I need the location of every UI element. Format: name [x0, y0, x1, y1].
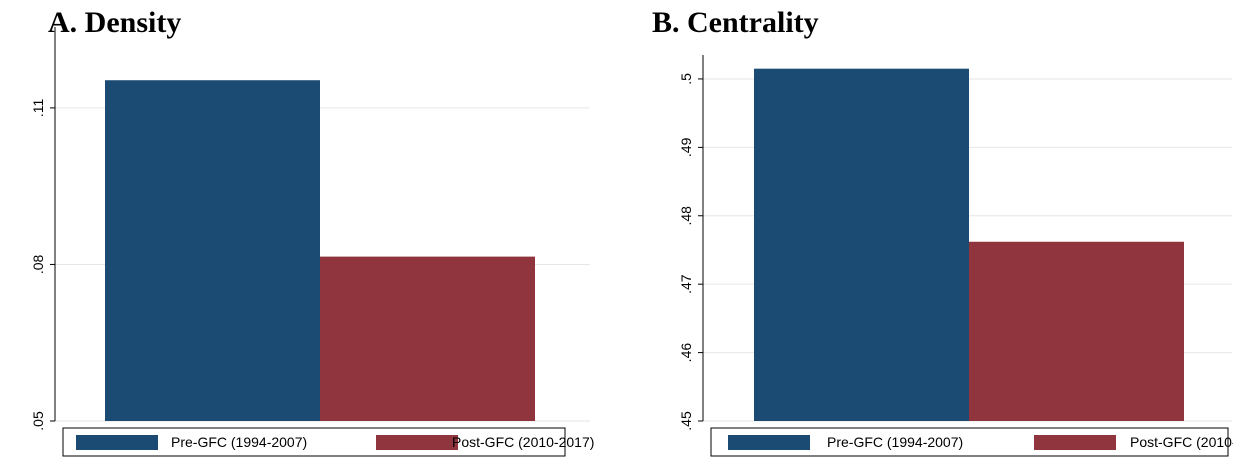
panel-b-title: B. Centrality — [652, 6, 819, 39]
y-tick-label-a-0: .05 — [30, 411, 46, 431]
legend-label-b-post: Post-GFC (2010-2017) — [1130, 434, 1233, 450]
legend-swatch-b-post — [1034, 435, 1116, 450]
y-tick-label-a-2: .11 — [30, 98, 46, 117]
legend-swatch-a-post — [376, 435, 458, 450]
y-tick-label-b-5: .5 — [678, 73, 694, 85]
y-tick-label-a-1: .08 — [30, 255, 46, 275]
legend-label-a-pre: Pre-GFC (1994-2007) — [171, 434, 307, 450]
panel-a-title: A. Density — [48, 6, 182, 39]
y-tick-label-b-4: .49 — [678, 137, 694, 157]
bar-a-post — [320, 256, 535, 421]
bar-b-post — [969, 241, 1184, 421]
y-tick-label-b-1: .46 — [678, 343, 694, 363]
y-tick-label-b-2: .47 — [678, 274, 694, 294]
legend-label-b-pre: Pre-GFC (1994-2007) — [827, 434, 963, 450]
y-tick-label-b-0: .45 — [678, 411, 694, 431]
legend-label-a-post: Post-GFC (2010-2017) — [452, 434, 594, 450]
bar-a-pre — [105, 80, 320, 422]
bar-b-pre — [754, 68, 969, 421]
legend-swatch-a-pre — [76, 435, 158, 450]
legend-swatch-b-pre — [728, 435, 810, 450]
y-tick-label-b-3: .48 — [678, 206, 694, 226]
